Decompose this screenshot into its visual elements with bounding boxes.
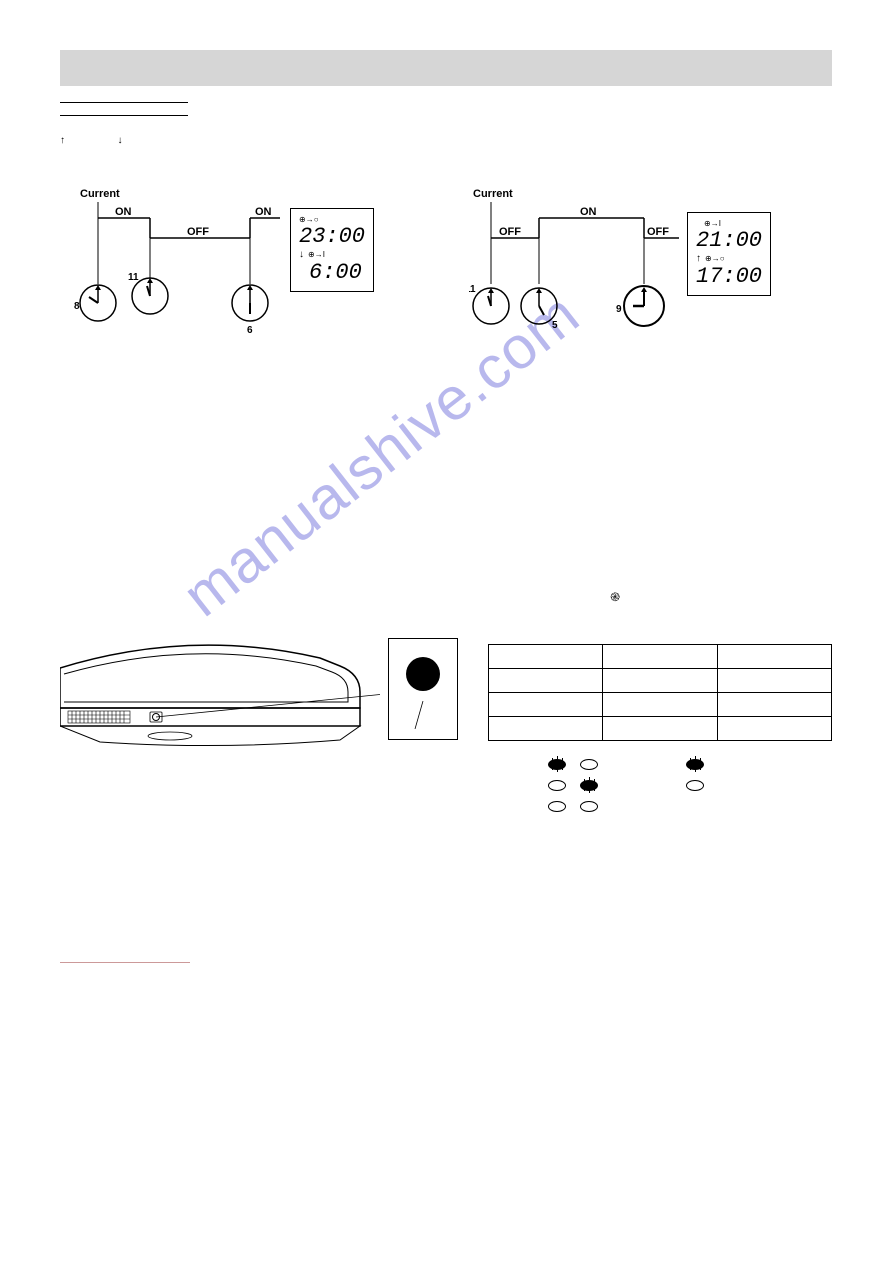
device-illustration-group [60,638,458,773]
arrow-up-marker: ↑ [60,135,65,146]
section-divider-group [60,102,832,116]
timeline-left-svg: 8 11 6 [60,188,320,348]
options-table [488,644,832,741]
timer-on-icon: ⊕→I [308,250,325,259]
table-cell [489,669,603,693]
label-on-left-2: ON [255,206,272,218]
table-cell [603,717,717,741]
led-off-icon [686,780,704,791]
sensor-pointer-line [413,701,433,729]
label-off-right-1: OFF [499,226,521,238]
table-header-cell [489,645,603,669]
svg-text:8: 8 [74,301,80,312]
table-cell [489,693,603,717]
digital-display-right: ⊕→I 21:00 ↑ ⊕→○ 17:00 [687,212,771,296]
table-cell [603,669,717,693]
digital-line-2-right: ↑ ⊕→○ [696,253,762,264]
led-indicator-grid [548,759,832,812]
header-banner [60,50,832,86]
page-container: ↑ ↓ Current [0,0,892,993]
arrow-legend-row: ↑ ↓ [60,134,832,148]
divider-line-2 [60,115,188,116]
arrow-down-icon-left: ↓ [299,249,304,260]
table-cell [717,717,831,741]
led-off-icon [548,801,566,812]
swirl-reference-icon: ֎ [610,588,620,605]
led-off-icon [580,759,598,770]
table-row [489,645,832,669]
table-row [489,693,832,717]
table-cell [603,693,717,717]
timer-off-icon-right: ⊕→○ [705,254,725,263]
bottom-section [60,638,832,812]
divider-line-1 [60,102,188,103]
mid-section: ֎ [60,388,832,618]
sensor-callout-box [388,638,458,740]
svg-text:9: 9 [616,304,622,315]
label-off-left: OFF [187,226,209,238]
digital-time-2-right: 17:00 [696,264,762,289]
led-on-icon [548,759,566,770]
digital-line-1-left: ⊕→○ [299,215,365,224]
svg-text:6: 6 [247,325,253,336]
label-on-right: ON [580,206,597,218]
sensor-circle-icon [406,657,440,691]
table-header-cell [717,645,831,669]
example-left: Current [60,188,423,358]
table-row [489,717,832,741]
arrow-down-marker: ↓ [118,135,123,146]
device-illustration [60,638,380,773]
table-cell [489,717,603,741]
arrow-up-icon-right: ↑ [696,253,701,264]
table-cell [717,669,831,693]
timer-on-icon-right: ⊕→I [704,219,721,228]
led-off-icon [548,780,566,791]
digital-time-1-left: 23:00 [299,224,365,249]
digital-line-1-right: ⊕→I [696,219,762,228]
label-current-right: Current [473,188,513,200]
table-header-cell [603,645,717,669]
led-off-icon [580,801,598,812]
label-current-left: Current [80,188,120,200]
led-on-icon [580,780,598,791]
svg-text:5: 5 [552,320,558,331]
table-row [489,669,832,693]
svg-text:11: 11 [128,272,139,283]
label-on-left-1: ON [115,206,132,218]
led-on-icon [686,759,704,770]
digital-display-left: ⊕→○ 23:00 ↓ ⊕→I 6:00 [290,208,374,292]
digital-time-2-left: 6:00 [299,260,365,285]
footer-divider [60,962,190,963]
label-off-right-2: OFF [647,226,669,238]
options-column [488,638,832,812]
svg-text:11: 11 [469,284,476,295]
timer-examples-row: Current [60,188,832,358]
digital-time-1-right: 21:00 [696,228,762,253]
table-cell [717,693,831,717]
example-right: Current 11 [469,188,832,358]
timer-off-icon: ⊕→○ [299,215,319,224]
digital-line-2-left: ↓ ⊕→I [299,249,365,260]
